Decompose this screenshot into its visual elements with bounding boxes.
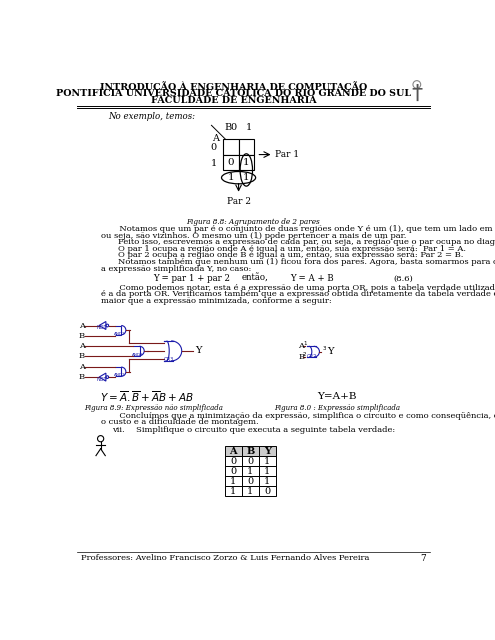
Text: 1: 1: [230, 477, 236, 486]
Bar: [242, 447, 259, 456]
Text: OR3: OR3: [164, 357, 174, 362]
Text: B: B: [79, 352, 85, 360]
Text: O par 1 ocupa a região onde A é igual a um, então, sua expressão será:  Par 1 = : O par 1 ocupa a região onde A é igual a …: [118, 245, 466, 253]
Text: 1: 1: [264, 467, 270, 476]
Text: Notamos também que nenhum um (1) ficou fora dos pares. Agora, basta somarmos par: Notamos também que nenhum um (1) ficou f…: [118, 258, 495, 266]
Text: o custo e a dificuldade de montagem.: o custo e a dificuldade de montagem.: [100, 418, 258, 426]
Text: Figura 8.8: Agrupamento de 2 pares: Figura 8.8: Agrupamento de 2 pares: [187, 218, 320, 225]
Text: Par 1: Par 1: [275, 150, 299, 159]
Text: 0: 0: [228, 158, 234, 167]
Text: 3: 3: [323, 346, 326, 351]
Bar: [242, 456, 259, 467]
Bar: [242, 486, 259, 497]
Text: †: †: [411, 84, 422, 104]
Text: 1: 1: [247, 487, 253, 496]
Text: A: A: [79, 321, 85, 330]
Text: 0: 0: [264, 487, 270, 496]
Text: Y=A+B: Y=A+B: [317, 392, 357, 401]
Text: A: A: [79, 342, 85, 350]
Bar: [239, 155, 254, 170]
Text: 1: 1: [243, 173, 249, 182]
Text: 0: 0: [230, 467, 236, 476]
Text: B: B: [79, 332, 85, 339]
Bar: [242, 476, 259, 486]
Text: (8.6): (8.6): [394, 275, 413, 282]
Text: 1: 1: [264, 457, 270, 466]
Bar: [259, 456, 276, 467]
Text: PONTIFÍCIA UNIVERSIDADE CATÓLICA DO RIO GRANDE DO SUL: PONTIFÍCIA UNIVERSIDADE CATÓLICA DO RIO …: [56, 89, 411, 98]
Text: NOT: NOT: [97, 377, 107, 382]
Text: Y: Y: [195, 346, 201, 355]
Text: A: A: [212, 134, 219, 143]
Text: 1: 1: [247, 467, 253, 476]
Text: O par 2 ocupa a região onde B é igual a um, então, sua expressão será: Par 2 = B: O par 2 ocupa a região onde B é igual a …: [118, 252, 464, 259]
Text: B: B: [79, 373, 85, 381]
Text: OR2: OR2: [306, 354, 316, 359]
Text: $Y = \overline{A}.\overline{B} + \overline{A}B + AB$: $Y = \overline{A}.\overline{B} + \overli…: [100, 389, 194, 404]
Bar: [225, 486, 242, 497]
Text: Par 2: Par 2: [227, 197, 250, 206]
Text: AND2: AND2: [114, 373, 125, 378]
Text: 0: 0: [211, 143, 217, 152]
Bar: [259, 486, 276, 497]
Text: a expressão simplificada Y, no caso:: a expressão simplificada Y, no caso:: [100, 264, 251, 273]
Text: 0: 0: [247, 477, 253, 486]
Text: 0: 0: [230, 457, 236, 466]
Text: B: B: [225, 123, 232, 132]
Bar: [259, 447, 276, 456]
Text: B: B: [298, 353, 304, 361]
Text: 7: 7: [420, 554, 426, 563]
Text: 0: 0: [247, 457, 253, 466]
Text: Y: Y: [264, 447, 271, 456]
Text: Figura 8.0 : Expressão simplificada: Figura 8.0 : Expressão simplificada: [274, 404, 400, 412]
Bar: [225, 447, 242, 456]
Text: A: A: [298, 342, 304, 350]
Bar: [239, 139, 254, 155]
Bar: [225, 456, 242, 467]
Bar: [223, 139, 239, 155]
Text: NOT: NOT: [97, 325, 107, 330]
Text: 0: 0: [230, 123, 236, 132]
Bar: [259, 467, 276, 476]
Text: A: A: [229, 447, 237, 456]
Text: é a da porta OR. Verificamos também que a expressão obtida diretamente da tabela: é a da porta OR. Verificamos também que …: [100, 290, 495, 298]
Text: 1: 1: [228, 173, 234, 182]
Text: maior que a expressão minimizada, conforme a seguir:: maior que a expressão minimizada, confor…: [100, 297, 331, 305]
Text: Y: Y: [327, 347, 334, 356]
Bar: [242, 467, 259, 476]
Text: INTRODUÇÃO À ENGENHARIA DE COMPUTAÇÃO: INTRODUÇÃO À ENGENHARIA DE COMPUTAÇÃO: [100, 81, 368, 92]
Text: 1: 1: [211, 159, 217, 168]
Text: 1: 1: [230, 487, 236, 496]
Text: AND2: AND2: [114, 332, 125, 336]
Text: AND2: AND2: [132, 353, 144, 356]
Text: Y = par 1 + par 2: Y = par 1 + par 2: [153, 274, 230, 283]
Text: Concluímos que a minimização da expressão, simplifica o circuito e como conseqüê: Concluímos que a minimização da expressã…: [100, 412, 495, 420]
Text: Figura 8.9: Expressão não simplificada: Figura 8.9: Expressão não simplificada: [84, 404, 223, 412]
Text: No exemplo, temos:: No exemplo, temos:: [108, 113, 196, 122]
Text: Como podemos notar, esta é a expressão de uma porta OR, pois a tabela verdade ut: Como podemos notar, esta é a expressão d…: [100, 284, 495, 292]
Text: Notamos que um par é o conjunto de duas regiões onde Y é um (1), que tem um lado: Notamos que um par é o conjunto de duas …: [100, 225, 495, 233]
Text: 1: 1: [246, 123, 252, 132]
Text: então,: então,: [242, 274, 269, 283]
Text: A: A: [79, 363, 85, 371]
Text: Feito isso, escrevemos a expressão de cada par, ou seja, a região que o par ocup: Feito isso, escrevemos a expressão de ca…: [118, 238, 495, 246]
Text: Y = A + B: Y = A + B: [291, 274, 334, 283]
Text: vii.: vii.: [112, 426, 125, 434]
Bar: [225, 467, 242, 476]
Bar: [223, 155, 239, 170]
Text: 2: 2: [303, 351, 306, 356]
Text: 1: 1: [303, 340, 306, 346]
Text: 1: 1: [243, 158, 249, 167]
Bar: [259, 476, 276, 486]
Text: FACULDADE DE ENGENHARIA: FACULDADE DE ENGENHARIA: [151, 96, 317, 105]
Bar: [225, 476, 242, 486]
Text: 1: 1: [264, 477, 270, 486]
Text: Simplifique o circuito que executa a seguinte tabela verdade:: Simplifique o circuito que executa a seg…: [136, 426, 395, 434]
Text: ou seja, são vizinhos. O mesmo um (1) pode pertencer a mais de um par.: ou seja, são vizinhos. O mesmo um (1) po…: [100, 232, 406, 240]
Text: B: B: [246, 447, 254, 456]
Text: Professores: Avelino Francisco Zorzo & Luis Fernando Alves Pereira: Professores: Avelino Francisco Zorzo & L…: [81, 554, 370, 562]
